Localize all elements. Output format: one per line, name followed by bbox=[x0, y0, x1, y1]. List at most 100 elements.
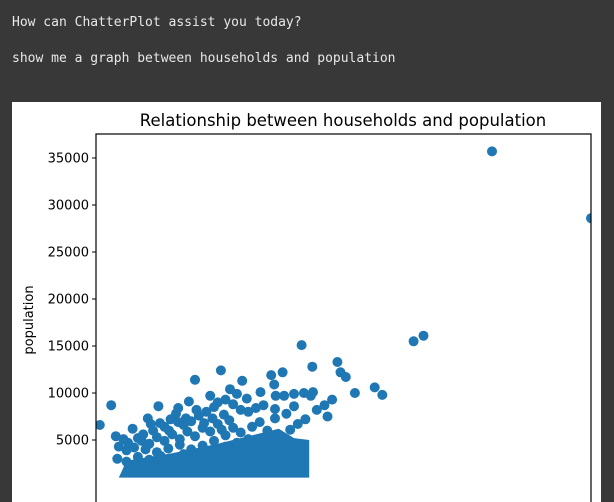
data-point bbox=[207, 413, 218, 424]
data-point bbox=[182, 455, 193, 466]
data-point bbox=[369, 382, 380, 393]
data-point bbox=[270, 404, 280, 414]
data-point bbox=[228, 422, 239, 433]
data-point bbox=[305, 390, 316, 401]
data-point bbox=[311, 404, 322, 415]
data-point bbox=[153, 401, 164, 412]
data-point bbox=[231, 388, 242, 399]
data-point bbox=[269, 379, 280, 390]
data-point bbox=[121, 456, 132, 467]
data-point bbox=[155, 418, 165, 429]
y-tick-label: 10000 bbox=[48, 387, 89, 402]
data-point bbox=[173, 417, 184, 428]
user-query: show me a graph between households and p… bbox=[12, 51, 396, 66]
data-point bbox=[216, 424, 227, 435]
data-point bbox=[289, 388, 299, 399]
data-point bbox=[136, 458, 147, 469]
chart-panel: Relationship between households and popu… bbox=[12, 102, 601, 502]
data-point bbox=[205, 426, 216, 437]
scatter-chart: Relationship between households and popu… bbox=[22, 111, 592, 502]
data-point bbox=[300, 414, 311, 425]
data-point bbox=[270, 390, 281, 401]
data-point bbox=[209, 402, 219, 413]
assistant-prompt: How can ChatterPlot assist you today? bbox=[12, 15, 302, 30]
data-point bbox=[96, 420, 105, 430]
data-point bbox=[296, 340, 307, 351]
data-point bbox=[145, 419, 156, 429]
data-point bbox=[340, 372, 351, 382]
data-point bbox=[165, 414, 176, 425]
data-point bbox=[191, 404, 202, 415]
data-point bbox=[307, 361, 318, 372]
data-point bbox=[228, 399, 239, 410]
data-point bbox=[241, 393, 252, 404]
data-point bbox=[243, 406, 254, 417]
data-point bbox=[266, 370, 277, 381]
y-tick-label: 15000 bbox=[48, 340, 89, 355]
data-point bbox=[110, 431, 121, 442]
plot-area bbox=[95, 133, 592, 502]
data-point bbox=[319, 400, 330, 411]
data-point bbox=[377, 389, 388, 400]
data-point bbox=[332, 357, 343, 367]
data-point bbox=[258, 400, 269, 411]
data-point bbox=[190, 374, 200, 385]
data-point bbox=[270, 413, 280, 424]
data-point bbox=[127, 423, 138, 434]
data-point bbox=[183, 396, 194, 407]
data-point bbox=[186, 444, 197, 455]
data-point bbox=[322, 411, 333, 422]
data-point bbox=[349, 388, 360, 398]
data-point bbox=[224, 450, 235, 460]
data-point bbox=[243, 434, 254, 445]
chart-title: Relationship between households and popu… bbox=[140, 111, 546, 130]
data-point bbox=[113, 441, 124, 452]
data-point bbox=[250, 445, 261, 456]
data-point bbox=[327, 394, 338, 405]
data-point bbox=[408, 336, 419, 347]
data-point bbox=[235, 404, 246, 415]
data-point bbox=[180, 413, 191, 424]
data-point bbox=[140, 444, 151, 455]
data-point bbox=[163, 443, 174, 454]
y-tick-label: 20000 bbox=[48, 293, 89, 308]
data-point bbox=[255, 387, 266, 398]
data-point bbox=[193, 458, 204, 469]
data-point bbox=[586, 213, 591, 224]
data-point bbox=[487, 146, 497, 157]
data-point bbox=[418, 330, 429, 341]
data-point bbox=[237, 375, 248, 386]
data-point bbox=[289, 401, 299, 412]
data-point bbox=[220, 441, 231, 452]
data-point bbox=[212, 446, 223, 457]
data-point bbox=[159, 435, 170, 446]
data-point bbox=[279, 390, 290, 401]
data-point bbox=[148, 461, 159, 472]
data-point bbox=[171, 459, 181, 470]
data-point bbox=[250, 403, 261, 413]
y-tick-label: 35000 bbox=[48, 152, 89, 167]
data-point bbox=[235, 427, 246, 438]
data-point bbox=[182, 426, 193, 437]
data-point bbox=[273, 433, 284, 444]
y-axis-label: population bbox=[22, 285, 37, 354]
data-point bbox=[199, 418, 210, 429]
data-point bbox=[209, 435, 219, 446]
data-point bbox=[205, 390, 216, 401]
y-tick-label: 25000 bbox=[48, 246, 89, 261]
data-point bbox=[201, 406, 212, 417]
data-point bbox=[231, 437, 242, 448]
data-point bbox=[215, 365, 226, 376]
y-tick-label: 30000 bbox=[48, 199, 89, 214]
data-point bbox=[118, 434, 129, 445]
data-point bbox=[106, 400, 117, 411]
data-points bbox=[96, 146, 591, 478]
data-point bbox=[121, 445, 132, 456]
y-tick-label: 5000 bbox=[56, 434, 89, 449]
y-axis-ticks: 5000 10000 15000 20000 25000 30000 35000 bbox=[48, 152, 96, 449]
data-point bbox=[164, 425, 175, 436]
data-point bbox=[129, 442, 140, 453]
data-point bbox=[235, 448, 246, 459]
data-point bbox=[205, 456, 216, 467]
axes-frame bbox=[95, 133, 592, 502]
